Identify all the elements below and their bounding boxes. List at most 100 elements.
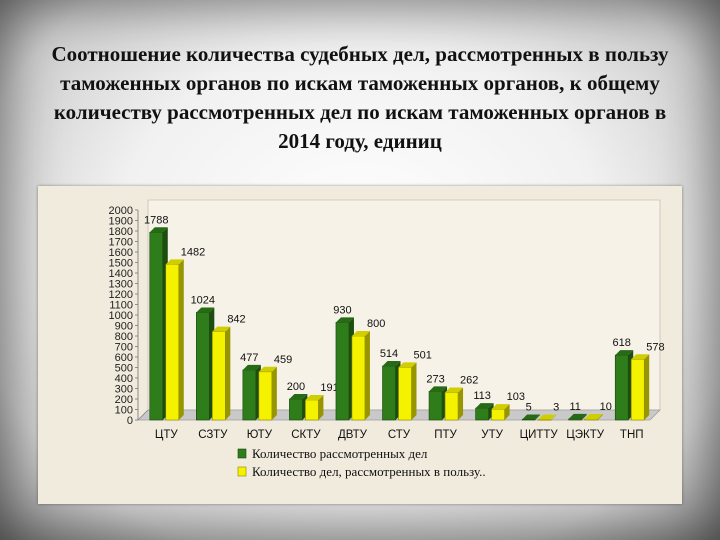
- bar-won-top: [258, 366, 277, 372]
- y-tick-label: 2000: [109, 205, 133, 217]
- data-label: 477: [240, 352, 258, 364]
- data-label: 262: [460, 374, 478, 386]
- legend-label: Количество дел, рассмотренных в пользу..: [252, 464, 486, 479]
- data-label: 3: [553, 402, 559, 414]
- legend-swatch: [237, 448, 247, 459]
- bar-won-top: [351, 331, 370, 336]
- x-tick-label: УТУ: [481, 429, 503, 441]
- bar-won-side: [318, 394, 324, 420]
- bar-total-front: [196, 312, 210, 421]
- bar-total-front: [614, 354, 629, 421]
- legend-label: Количество рассмотренных дел: [252, 446, 428, 461]
- bar-total-top: [149, 227, 168, 233]
- bar-won-front: [351, 335, 366, 421]
- data-label: 618: [613, 337, 631, 349]
- y-tick-label: 400: [115, 373, 133, 385]
- bar-total-top: [429, 386, 448, 392]
- data-label: 514: [380, 348, 398, 360]
- data-label: 459: [274, 354, 292, 366]
- axis-corner: [137, 409, 149, 421]
- bar-won-top: [631, 354, 650, 360]
- data-label: 200: [287, 381, 305, 393]
- bar-won-front: [584, 418, 598, 421]
- y-tick-label: 1800: [109, 226, 133, 238]
- data-label: 842: [227, 314, 245, 326]
- bar-won-side: [504, 404, 510, 420]
- data-label: 113: [473, 390, 491, 402]
- y-tick-label: 1200: [109, 289, 133, 301]
- y-tick-label: 1100: [109, 300, 133, 312]
- data-label: 191: [320, 382, 338, 394]
- y-tick-label: 1500: [109, 258, 133, 270]
- bar-total-front: [242, 369, 257, 421]
- x-tick-label: ДВТУ: [338, 429, 368, 441]
- x-tick-label: СКТУ: [291, 429, 321, 441]
- bar-total-front: [568, 418, 582, 421]
- x-tick-label: СЗТУ: [198, 429, 228, 441]
- y-tick-label: 0: [127, 415, 133, 427]
- bar-won-front: [212, 331, 226, 421]
- bar-total-front: [382, 365, 396, 421]
- y-tick-label: 200: [115, 394, 133, 406]
- bar-total-top: [382, 361, 401, 367]
- legend-swatch: [237, 466, 247, 477]
- bar-won-side: [597, 413, 603, 420]
- bar-won-side: [364, 331, 370, 420]
- bar-total-top: [196, 307, 215, 313]
- bar-total-top: [522, 414, 541, 420]
- data-label: 1788: [144, 214, 168, 226]
- data-label: 578: [646, 341, 664, 353]
- y-tick-label: 700: [115, 342, 133, 354]
- y-tick-label: 800: [115, 331, 133, 343]
- bar-won-top: [584, 413, 603, 419]
- y-tick-label: 500: [115, 363, 133, 375]
- bar-won-front: [305, 399, 319, 421]
- bar-won-side: [178, 259, 184, 420]
- bar-won-front: [444, 392, 459, 421]
- chart-panel: 0 100 200 300 400 500 600 700 800 900 1000 1100 1200…: [38, 186, 682, 504]
- data-label: 5: [526, 401, 532, 413]
- bar-won-top: [491, 404, 510, 410]
- x-tick-label: ТНП: [620, 429, 644, 441]
- bar-won-side: [225, 326, 231, 420]
- bar-won-side: [411, 362, 417, 420]
- bar-total-top: [475, 403, 494, 409]
- data-label: 800: [367, 318, 385, 330]
- slide-title: Соотношение количества судебных дел, рас…: [51, 42, 669, 153]
- x-tick-label: СТУ: [388, 429, 411, 441]
- bar-total-front: [475, 407, 489, 421]
- data-label: 10: [600, 401, 612, 413]
- data-label: 1482: [181, 246, 205, 258]
- bar-won-side: [644, 354, 650, 420]
- x-tick-label: ЦЭКТУ: [566, 429, 604, 441]
- bar-won-top: [212, 326, 231, 332]
- y-tick-label: 900: [115, 321, 133, 333]
- bar-won-side: [271, 366, 277, 420]
- bar-won-side: [551, 414, 557, 420]
- y-tick-label: 1900: [109, 216, 133, 228]
- y-tick-label: 1300: [109, 279, 133, 291]
- bar-won-top: [305, 394, 324, 400]
- bar-won-front: [165, 264, 180, 421]
- data-label: 11: [569, 401, 580, 413]
- bar-total-top: [289, 394, 308, 399]
- y-tick-label: 100: [115, 405, 133, 417]
- data-label: 103: [507, 391, 525, 403]
- bar-total-front: [521, 419, 536, 421]
- bar-won-top: [398, 362, 417, 368]
- bar-total-top: [568, 413, 587, 419]
- bar-won-top: [445, 387, 464, 393]
- bar-won-top: [538, 414, 557, 420]
- bar-total-side: [535, 414, 541, 420]
- bar-total-front: [428, 391, 443, 421]
- bar-won-front: [537, 419, 552, 421]
- data-label: 501: [414, 349, 432, 361]
- data-label: 1024: [191, 294, 215, 306]
- data-label: 273: [426, 373, 444, 385]
- bar-won-front: [398, 367, 412, 421]
- bar-won-front: [258, 371, 273, 421]
- bar-chart: 0100200300400500600700800900100011001200…: [109, 199, 665, 479]
- x-tick-label: ЦИТТУ: [520, 429, 559, 441]
- bar-total-top: [615, 350, 634, 356]
- bar-won-front: [630, 359, 645, 421]
